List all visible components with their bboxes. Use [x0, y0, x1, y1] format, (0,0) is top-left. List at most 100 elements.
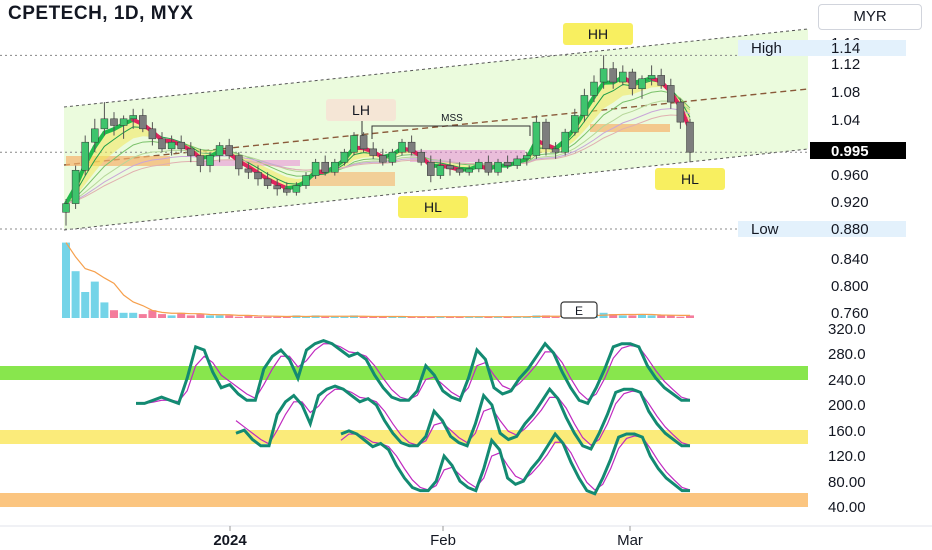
- candle-body: [647, 75, 656, 79]
- candle-body: [196, 155, 205, 166]
- time-tick-label: 2024: [213, 532, 247, 549]
- low-tag-bg: [738, 221, 906, 237]
- candle-body: [590, 81, 598, 96]
- candle-body: [561, 131, 569, 153]
- orange-band: [0, 493, 808, 507]
- candle-body: [638, 78, 646, 89]
- candle-body: [667, 85, 675, 103]
- candle-body: [158, 138, 166, 150]
- volume-bar: [474, 316, 483, 318]
- volume-bar: [302, 316, 310, 318]
- candle-body: [427, 161, 435, 176]
- volume-bar: [369, 316, 378, 318]
- volume-bar: [666, 315, 675, 318]
- volume-bar: [676, 316, 685, 318]
- oscillator-tick-label: 240.0: [828, 372, 866, 389]
- volume-bar: [494, 316, 502, 318]
- volume-bar: [206, 315, 214, 318]
- candle-body: [71, 169, 80, 204]
- candle-body: [475, 161, 483, 170]
- candle-body: [369, 148, 377, 156]
- candle-body: [407, 141, 416, 153]
- oscillator-fast-line: [235, 384, 690, 451]
- volume-bar: [81, 292, 90, 318]
- earnings-label: E: [575, 304, 583, 318]
- demand-zone: [590, 124, 670, 132]
- candle-body: [398, 141, 406, 153]
- candle-body: [465, 168, 473, 173]
- volume-bar: [90, 281, 99, 318]
- volume-bar: [628, 315, 637, 318]
- volume-bar: [244, 315, 253, 318]
- volume-bar: [148, 310, 157, 318]
- price-tick-label: 1.04: [831, 112, 860, 129]
- volume-bar: [426, 316, 435, 318]
- demand-zone: [66, 156, 170, 166]
- price-tick-label: 1.12: [831, 56, 860, 73]
- candle-body: [148, 128, 157, 140]
- candlesticks: [62, 55, 694, 226]
- lh-label-box: [326, 99, 396, 121]
- oscillator-tick-label: 200.0: [828, 397, 866, 414]
- oscillator-tick-label: 160.0: [828, 423, 866, 440]
- lh-label: LH: [352, 102, 370, 118]
- high-value: 1.14: [831, 40, 860, 57]
- candle-body: [388, 151, 397, 163]
- volume-bar: [398, 316, 406, 318]
- volume-bar: [455, 316, 464, 318]
- volume-bar: [465, 316, 474, 318]
- volume-bar: [407, 316, 416, 318]
- volume-bar: [71, 271, 80, 318]
- oscillator-slow-line: [340, 433, 691, 491]
- time-tick-label: Feb: [430, 532, 456, 549]
- volume-bar: [417, 316, 426, 318]
- candle-body: [119, 118, 128, 126]
- volume-bar: [225, 315, 234, 318]
- volume-bar: [138, 314, 147, 318]
- earnings-box: [560, 301, 598, 319]
- candle-body: [273, 185, 281, 190]
- candle-body: [599, 68, 608, 83]
- candle-body: [580, 95, 589, 116]
- candle-body: [609, 68, 617, 83]
- mss-label: MSS: [441, 113, 463, 124]
- supply-zone: [410, 150, 525, 162]
- volume-bar: [129, 312, 138, 318]
- volume-bar: [378, 316, 387, 318]
- time-axis[interactable]: 2024 Feb Mar: [0, 525, 932, 549]
- volume-bar: [446, 316, 454, 318]
- volume-bar: [436, 316, 445, 318]
- candle-body: [206, 155, 214, 166]
- price-tick-label: 1.08: [831, 84, 860, 101]
- demand-zone: [310, 172, 395, 186]
- candle-body: [619, 71, 627, 83]
- price-axis[interactable]: 1.161.121.081.040.9600.9200.8400.8000.76…: [738, 35, 906, 516]
- volume-bar: [330, 316, 339, 318]
- candle-body: [81, 141, 89, 171]
- chart-title: CPETECH, 1D, MYX: [8, 3, 194, 24]
- volume-bar: [484, 316, 493, 318]
- volume-bar: [657, 315, 666, 318]
- volume-bar: [513, 316, 522, 318]
- ema-line: [65, 114, 691, 205]
- hl-right-label-box: [655, 168, 725, 190]
- volume-bar: [609, 314, 618, 318]
- candle-body: [455, 168, 464, 173]
- volume-bar: [273, 316, 282, 318]
- candle-body: [292, 185, 301, 193]
- volume-bar: [167, 315, 176, 318]
- volume-bar: [388, 316, 397, 318]
- chart-annotations: HH LH HL HL MSS E: [326, 23, 725, 319]
- candle-body: [350, 135, 358, 153]
- candle-body: [110, 118, 118, 126]
- candle-body: [321, 161, 329, 173]
- candle-body: [302, 175, 310, 186]
- volume-bar: [503, 316, 512, 318]
- candle-body: [225, 145, 233, 156]
- currency-button[interactable]: MYR: [818, 4, 922, 30]
- hl-left-label: HL: [424, 199, 442, 215]
- ema-fast-segment: [92, 130, 107, 149]
- current-price: 0.995: [831, 143, 869, 160]
- hh-label-box: [563, 23, 633, 45]
